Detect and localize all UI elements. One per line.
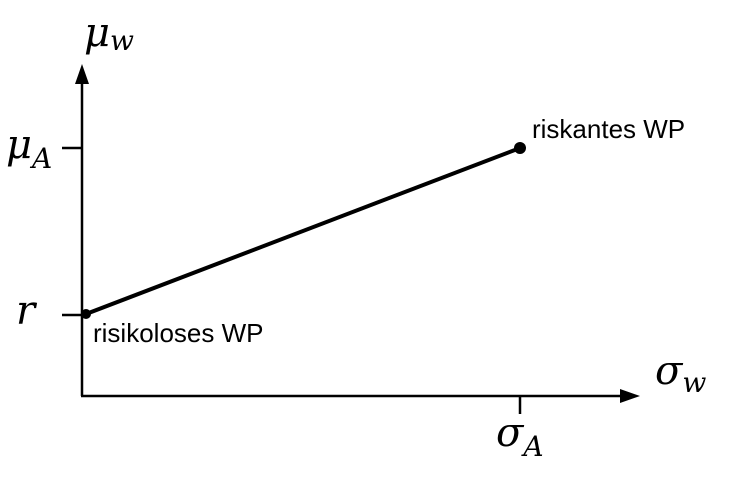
x-axis-subscript: w: [682, 366, 706, 399]
r-symbol: r: [16, 288, 38, 334]
y-axis-arrowhead: [75, 64, 89, 84]
y-axis-subscript: w: [110, 24, 134, 57]
x-axis-symbol: σ: [655, 348, 684, 394]
y-axis-symbol: μ: [84, 10, 110, 56]
mu-a-symbol: μ: [6, 122, 32, 168]
y-axis-label: μw: [84, 10, 134, 57]
mu-a-subscript: A: [29, 142, 52, 175]
risky-point: [514, 142, 526, 154]
risk-free-point: [81, 309, 91, 319]
y-tick-label-r: r: [16, 288, 38, 334]
y-tick-label-mu-a: μA: [6, 122, 52, 175]
x-tick-label-sigma-a: σA: [496, 410, 544, 463]
x-axis-label: σw: [655, 348, 706, 399]
portfolio-line: [85, 146, 521, 316]
sigma-a-symbol: σ: [496, 410, 525, 456]
risk-free-label: risikoloses WP: [93, 318, 263, 348]
sigma-a-subscript: A: [520, 430, 543, 463]
risky-label: riskantes WP: [532, 114, 685, 144]
x-axis-arrowhead: [620, 389, 640, 403]
